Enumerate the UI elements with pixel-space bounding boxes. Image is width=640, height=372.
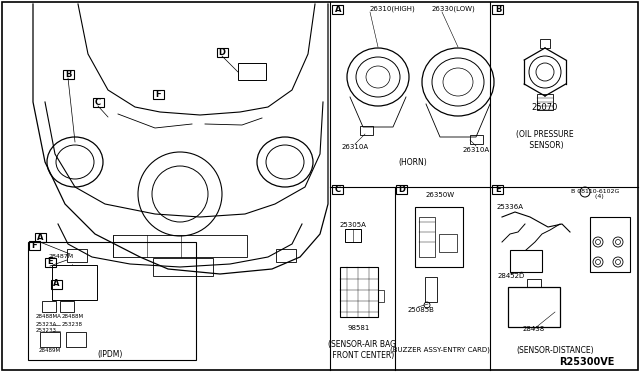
Bar: [378, 290, 384, 302]
Bar: [63, 70, 74, 78]
Text: 28438: 28438: [523, 326, 545, 332]
Bar: [425, 277, 437, 302]
Bar: [238, 63, 266, 80]
Bar: [60, 301, 74, 312]
Text: 26310A: 26310A: [463, 147, 490, 153]
Text: R25300VE: R25300VE: [559, 357, 615, 367]
Text: A: A: [36, 232, 44, 241]
Bar: [152, 90, 163, 99]
Text: B 08110-6102G
    (4): B 08110-6102G (4): [571, 189, 619, 199]
Text: C: C: [95, 97, 101, 106]
Bar: [527, 279, 541, 287]
Bar: [40, 332, 60, 347]
Text: (IPDM): (IPDM): [97, 350, 123, 359]
Bar: [397, 185, 408, 193]
Text: (HORN): (HORN): [399, 157, 428, 167]
Text: A: A: [335, 4, 341, 13]
Text: D: D: [218, 48, 225, 57]
Text: A: A: [52, 279, 60, 289]
Bar: [439, 234, 457, 252]
Bar: [540, 39, 550, 48]
Bar: [470, 135, 483, 144]
Bar: [216, 48, 227, 57]
Text: 25323A: 25323A: [36, 323, 57, 327]
Text: C: C: [335, 185, 341, 193]
Text: F: F: [155, 90, 161, 99]
Text: D: D: [399, 185, 406, 193]
Text: (BUZZER ASSY-ENTRY CARD): (BUZZER ASSY-ENTRY CARD): [390, 347, 490, 353]
Bar: [67, 249, 87, 262]
Bar: [510, 250, 542, 272]
Bar: [493, 185, 504, 193]
Bar: [590, 217, 630, 272]
Text: (OIL PRESSURE
 SENSOR): (OIL PRESSURE SENSOR): [516, 130, 574, 150]
Text: 26330(LOW): 26330(LOW): [432, 6, 476, 12]
Text: 28489M: 28489M: [39, 349, 61, 353]
Text: (SENSOR-AIR BAG
 FRONT CENTER): (SENSOR-AIR BAG FRONT CENTER): [328, 340, 396, 360]
Text: (SENSOR-DISTANCE): (SENSOR-DISTANCE): [516, 346, 594, 355]
Text: 25070: 25070: [532, 103, 558, 112]
Bar: [93, 97, 104, 106]
Bar: [537, 94, 553, 110]
Text: 28488M: 28488M: [62, 314, 84, 318]
Text: 25336A: 25336A: [497, 204, 524, 210]
Bar: [42, 301, 56, 312]
Bar: [35, 232, 45, 241]
Text: 28452D: 28452D: [498, 273, 525, 279]
Bar: [52, 265, 97, 300]
Text: E: E: [47, 257, 53, 266]
Text: 98581: 98581: [348, 325, 370, 331]
Text: 25305A: 25305A: [340, 222, 367, 228]
Bar: [419, 217, 435, 257]
Text: B: B: [495, 4, 501, 13]
Text: 26350W: 26350W: [426, 192, 454, 198]
Bar: [340, 267, 378, 317]
Bar: [415, 207, 463, 267]
Text: E: E: [495, 185, 501, 193]
Bar: [276, 249, 296, 262]
Bar: [493, 4, 504, 13]
Bar: [333, 185, 344, 193]
Bar: [51, 279, 61, 289]
Bar: [153, 258, 213, 276]
Bar: [28, 242, 196, 360]
Text: 26310(HIGH): 26310(HIGH): [370, 6, 416, 12]
Bar: [333, 4, 344, 13]
Text: 253233: 253233: [36, 328, 57, 334]
Text: 253238: 253238: [62, 323, 83, 327]
Text: 28487M: 28487M: [48, 254, 73, 260]
Bar: [113, 235, 247, 257]
Text: 26310A: 26310A: [341, 144, 369, 150]
Bar: [360, 126, 373, 135]
Bar: [508, 287, 560, 327]
Text: 25085B: 25085B: [408, 307, 435, 313]
Bar: [45, 257, 56, 266]
Text: B: B: [65, 70, 71, 78]
Bar: [66, 332, 86, 347]
Bar: [345, 229, 361, 242]
Text: 28488MA: 28488MA: [36, 314, 62, 318]
Text: F: F: [31, 241, 37, 250]
Bar: [29, 241, 40, 250]
